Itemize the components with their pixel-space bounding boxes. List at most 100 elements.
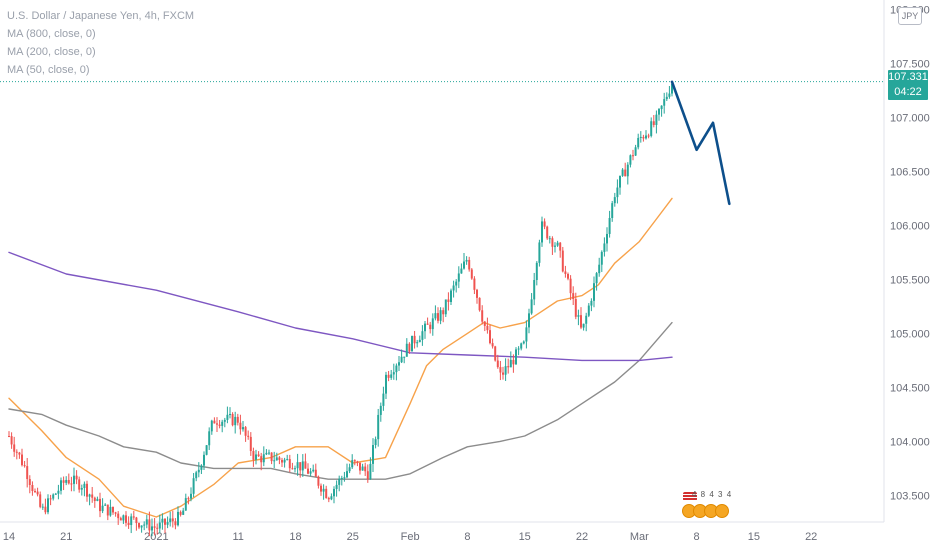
candle-body xyxy=(106,504,109,516)
candle-body xyxy=(294,468,296,470)
candle-body xyxy=(632,155,634,157)
candle-body xyxy=(184,498,187,511)
candle-body xyxy=(463,261,465,269)
candle-body xyxy=(429,324,432,330)
currency-button[interactable]: JPY xyxy=(898,7,922,25)
candle-body xyxy=(504,366,507,375)
legend-symbol: U.S. Dollar / Japanese Yen, 4h, FXCM xyxy=(7,10,195,22)
candle-body xyxy=(668,93,671,97)
candle-body xyxy=(595,273,598,284)
candle-body xyxy=(314,469,317,477)
candle-body xyxy=(387,374,390,378)
projection-line xyxy=(670,80,731,206)
candle-body xyxy=(377,414,380,440)
candle-body xyxy=(231,414,234,426)
candle-body xyxy=(153,526,156,528)
candle-body xyxy=(67,479,70,484)
candle-body xyxy=(255,454,257,460)
candle-body xyxy=(585,315,588,324)
candle-body xyxy=(327,498,330,500)
candle-body xyxy=(177,511,179,526)
candle-body xyxy=(119,518,122,521)
event-marker-icon[interactable] xyxy=(715,504,729,518)
candle-body xyxy=(291,468,294,470)
candle-body xyxy=(346,471,348,478)
candle-body xyxy=(658,109,660,115)
candle-body xyxy=(234,416,237,426)
candle-body xyxy=(494,346,497,361)
x-tick-label: 11 xyxy=(232,531,243,543)
candle-body xyxy=(413,335,416,344)
candle-body xyxy=(83,483,86,489)
candle-body xyxy=(39,494,42,507)
candle-body xyxy=(70,483,73,485)
candle-body xyxy=(31,485,34,491)
candle-body xyxy=(512,359,515,365)
candle-body xyxy=(660,105,663,110)
candle-body xyxy=(411,335,413,352)
legend-ma50: MA (50, close, 0) xyxy=(7,64,90,76)
candle-body xyxy=(642,136,645,139)
candle-body xyxy=(333,488,335,497)
candle-body xyxy=(23,465,26,467)
candle-body xyxy=(574,299,577,317)
y-tick-label: 104.000 xyxy=(890,436,930,448)
candle-body xyxy=(229,414,231,416)
candle-body xyxy=(517,348,520,350)
economic-events-group[interactable]: 4 8 4 3 4 xyxy=(680,490,731,520)
candle-body xyxy=(600,251,603,265)
candle-body xyxy=(629,155,632,165)
candle-body xyxy=(223,419,226,422)
candle-body xyxy=(647,135,650,137)
candle-body xyxy=(242,427,244,430)
candle-body xyxy=(270,452,273,462)
candle-body xyxy=(598,264,601,274)
candle-body xyxy=(361,466,364,471)
candle-body xyxy=(60,480,62,491)
x-tick-label: 8 xyxy=(694,531,700,543)
candle-body xyxy=(309,471,312,474)
candle-body xyxy=(10,436,13,445)
candle-body xyxy=(265,452,268,455)
candle-body xyxy=(639,136,642,138)
candle-body xyxy=(192,478,195,494)
y-tick-label: 103.500 xyxy=(890,490,930,502)
candle-body xyxy=(96,498,99,502)
x-tick-label: 14 xyxy=(3,531,15,543)
candle-body xyxy=(353,460,356,462)
candle-body xyxy=(525,327,528,342)
candle-body xyxy=(166,522,169,525)
candle-body xyxy=(671,83,673,94)
candle-body xyxy=(132,516,135,518)
candle-body xyxy=(145,519,148,525)
candle-body xyxy=(239,422,242,430)
candle-body xyxy=(613,197,616,204)
candle-body xyxy=(93,497,96,502)
candle-body xyxy=(499,367,502,373)
y-tick-label: 107.500 xyxy=(890,58,930,70)
x-tick-label: 21 xyxy=(60,531,72,543)
candle-body xyxy=(496,360,499,368)
candle-body xyxy=(36,491,39,495)
candle-body xyxy=(626,164,629,177)
us-flag-icon xyxy=(683,492,697,501)
x-tick-label: Mar xyxy=(630,531,649,543)
x-tick-label: 15 xyxy=(519,531,531,543)
candle-body xyxy=(665,96,668,100)
candle-body xyxy=(41,506,44,508)
candle-body xyxy=(307,468,309,474)
candle-body xyxy=(460,268,463,274)
candle-body xyxy=(99,498,101,512)
candle-body xyxy=(444,299,447,315)
candle-body xyxy=(374,439,377,446)
y-tick-label: 105.500 xyxy=(890,274,930,286)
candle-body xyxy=(54,493,57,495)
candle-body xyxy=(569,278,572,294)
candle-body xyxy=(359,462,361,471)
candle-body xyxy=(434,313,437,319)
x-tick-label: 25 xyxy=(347,531,359,543)
y-tick-label: 104.500 xyxy=(890,382,930,394)
candle-body xyxy=(663,99,666,106)
